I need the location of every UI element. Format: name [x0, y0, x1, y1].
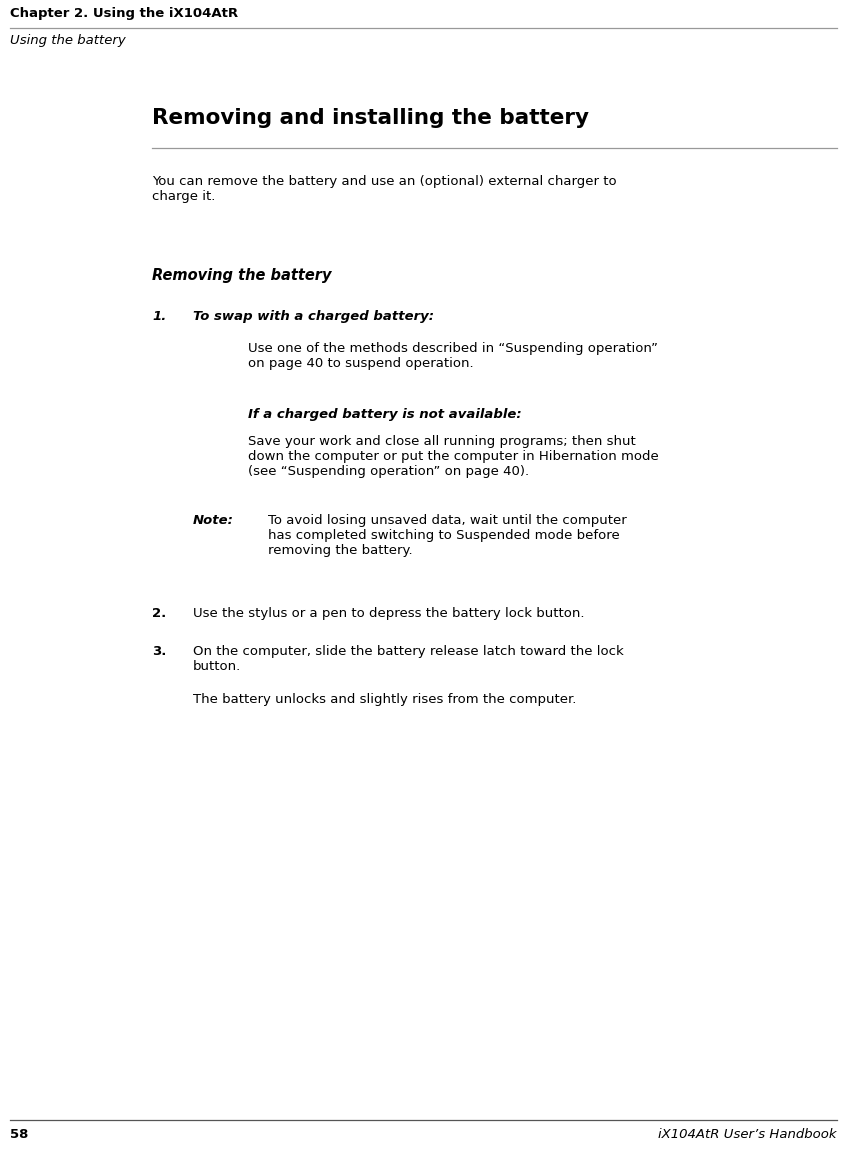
Text: Use one of the methods described in “Suspending operation”
on page 40 to suspend: Use one of the methods described in “Sus… — [248, 342, 658, 370]
Text: Removing the battery: Removing the battery — [152, 268, 331, 283]
Text: 1.: 1. — [152, 310, 166, 323]
Text: 3.: 3. — [152, 645, 166, 658]
Text: To swap with a charged battery:: To swap with a charged battery: — [193, 310, 434, 323]
Text: 58: 58 — [10, 1127, 29, 1141]
Text: Use the stylus or a pen to depress the battery lock button.: Use the stylus or a pen to depress the b… — [193, 607, 584, 620]
Text: To avoid losing unsaved data, wait until the computer
has completed switching to: To avoid losing unsaved data, wait until… — [268, 514, 627, 557]
Text: iX104AtR User’s Handbook: iX104AtR User’s Handbook — [658, 1127, 837, 1141]
Text: Note:: Note: — [193, 514, 234, 527]
Text: On the computer, slide the battery release latch toward the lock
button.: On the computer, slide the battery relea… — [193, 645, 623, 673]
Text: 2.: 2. — [152, 607, 166, 620]
Text: Using the battery: Using the battery — [10, 33, 125, 47]
Text: If a charged battery is not available:: If a charged battery is not available: — [248, 409, 522, 421]
Text: Removing and installing the battery: Removing and installing the battery — [152, 108, 589, 128]
Text: The battery unlocks and slightly rises from the computer.: The battery unlocks and slightly rises f… — [193, 694, 576, 706]
Text: You can remove the battery and use an (optional) external charger to
charge it.: You can remove the battery and use an (o… — [152, 175, 617, 203]
Text: Save your work and close all running programs; then shut
down the computer or pu: Save your work and close all running pro… — [248, 435, 659, 478]
Text: Chapter 2. Using the iX104AtR: Chapter 2. Using the iX104AtR — [10, 7, 238, 20]
